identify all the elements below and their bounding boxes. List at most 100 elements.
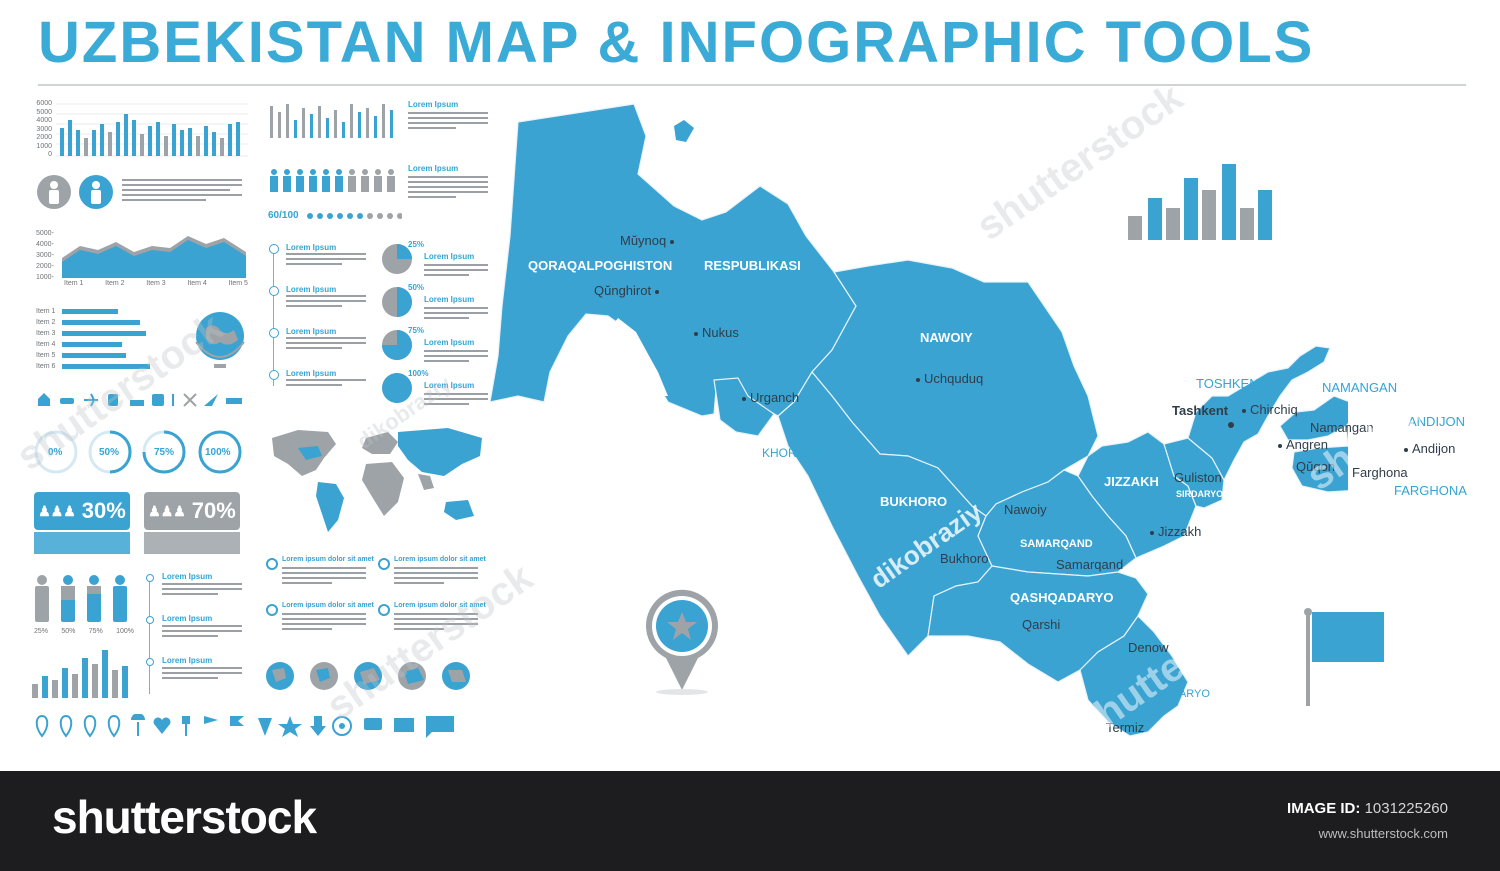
people-icon: ♟♟♟ xyxy=(148,502,186,519)
bar-chart-widget: 6000 5000 4000 3000 2000 1000 0 xyxy=(36,100,248,162)
pie-title: Lorem Ipsum xyxy=(424,295,475,304)
city-name: Urganch xyxy=(750,390,800,405)
region-label: QASHQADARYO xyxy=(1010,590,1114,605)
city-name: Mŭynoq xyxy=(620,233,667,248)
bullet-title: Lorem ipsum dolor sit amet xyxy=(282,602,374,609)
text-widget: Lorem Ipsum xyxy=(408,164,488,201)
region-label: ANDIJON xyxy=(1408,414,1466,429)
flag-icon xyxy=(204,716,218,736)
text-widget: Lorem Ipsum xyxy=(408,100,488,132)
city-label: Termiz xyxy=(1106,720,1145,735)
capital-marker xyxy=(1228,422,1234,428)
pie-text: Lorem Ipsum xyxy=(424,252,488,279)
area-item-label: Item 5 xyxy=(228,280,248,287)
city-label: Chirchiq xyxy=(1242,402,1298,417)
city-label: Nukus xyxy=(694,325,739,340)
hbar-bars xyxy=(62,309,245,369)
decor-bar-chart xyxy=(1128,164,1272,240)
map-pin-icon xyxy=(83,714,97,738)
speech-bubble-icon xyxy=(364,718,382,730)
city-name: Andijon xyxy=(1412,441,1456,456)
city-label: Jizzakh xyxy=(1150,524,1201,539)
people-figures xyxy=(35,575,127,622)
city-label: Farghona xyxy=(1352,465,1408,480)
bar-axis-tick: 1000 xyxy=(36,142,52,150)
person-icon xyxy=(37,175,113,209)
aral-sea xyxy=(634,102,688,156)
city-dot xyxy=(654,289,659,294)
bar-axis-tick: 4000 xyxy=(36,117,52,124)
region-label: SIRDARYO xyxy=(1176,489,1224,499)
flag-icon xyxy=(230,716,244,736)
hbar-item-label: Item 5 xyxy=(36,352,56,359)
bar-axis-tick: 2000 xyxy=(36,134,52,141)
area-item-label: Item 4 xyxy=(187,280,207,287)
hbar-item-label: Item 6 xyxy=(36,363,56,370)
pin-icon xyxy=(131,714,145,736)
city-dot xyxy=(1404,447,1408,452)
dot-progress xyxy=(307,213,402,219)
region-andijon xyxy=(1345,423,1348,447)
city-dot xyxy=(669,239,674,244)
ring-charts xyxy=(34,430,242,474)
pie-pct: 50% xyxy=(408,283,425,292)
percent-block-gray: ♟♟♟ 70% xyxy=(144,492,240,530)
bar-chart-bars xyxy=(56,103,248,157)
map-pin-icon xyxy=(35,714,49,738)
timeline-title: Lorem Ipsum xyxy=(286,327,337,336)
plane-icon xyxy=(84,393,98,407)
timeline-title: Lorem Ipsum xyxy=(286,285,337,294)
uzbekistan-map xyxy=(489,102,1348,737)
city-label: Qarshi xyxy=(1022,617,1061,632)
hbar-item-label: Item 4 xyxy=(36,341,56,348)
bar-axis-tick: 5000 xyxy=(36,108,52,116)
site-url: www.shutterstock.com xyxy=(1318,826,1448,841)
area-item-label: Item 1 xyxy=(64,280,84,287)
people-pct-label: 100% xyxy=(116,628,134,635)
city-label: Andijon xyxy=(1404,441,1455,456)
city-dot xyxy=(742,396,746,401)
text-block xyxy=(122,176,242,204)
pie-title: Lorem Ipsum xyxy=(424,252,475,261)
percent-value: 30% xyxy=(81,498,126,523)
region-label: TOSHKENT xyxy=(1196,376,1267,391)
city-dot xyxy=(1242,408,1246,413)
people-score: 60/100 xyxy=(268,210,299,221)
city-label: Angren xyxy=(1278,437,1328,452)
pointer-icon xyxy=(258,718,272,736)
ring-label: 50% xyxy=(99,447,120,458)
region-surkhondaryo xyxy=(1079,615,1189,737)
percent-block-caption xyxy=(34,532,130,554)
home-icon xyxy=(38,393,50,406)
people-pct-label: 75% xyxy=(88,628,103,635)
bullet-list: Lorem ipsum dolor sit amet Lorem ipsum d… xyxy=(266,556,486,646)
people-pct-label: 50% xyxy=(61,628,76,635)
timeline-widget: Lorem Ipsum Lorem Ipsum Lorem Ipsum Lore… xyxy=(268,240,372,390)
ring-label: 100% xyxy=(205,447,231,458)
region-label: FARGHONA xyxy=(1394,483,1467,498)
area-chart-widget: 5000- 4000- 3000- 2000- 1000- Item 1 Ite… xyxy=(36,228,248,292)
page-title: UZBEKISTAN MAP & INFOGRAPHIC TOOLS xyxy=(38,10,1315,75)
region-farghona xyxy=(1291,445,1348,493)
city-label: Qŭnghirot xyxy=(594,283,663,298)
image-id: IMAGE ID: 1031225260 xyxy=(1287,800,1448,817)
globe-icon xyxy=(195,312,245,368)
city-name: Chirchiq xyxy=(1250,402,1298,417)
timeline-title: Lorem Ipsum xyxy=(162,656,213,665)
footer-bar xyxy=(0,771,1500,871)
area-axis-tick: 4000- xyxy=(36,241,54,248)
tools-icon xyxy=(183,393,197,407)
city-label: Namangan xyxy=(1310,420,1374,435)
flag-icon xyxy=(1304,608,1384,706)
pie-title: Lorem Ipsum xyxy=(424,338,475,347)
star-icon xyxy=(667,612,697,640)
text-widget-title: Lorem Ipsum xyxy=(408,100,459,109)
bed-icon xyxy=(226,398,242,404)
bus-icon xyxy=(152,394,164,406)
area-axis-tick: 2000- xyxy=(36,263,54,270)
area-item-label: Item 2 xyxy=(105,280,125,287)
ship-icon xyxy=(130,400,144,406)
gender-widget xyxy=(36,172,248,212)
arrow-down-icon xyxy=(310,716,326,736)
capital-label: Tashkent xyxy=(1172,403,1229,418)
